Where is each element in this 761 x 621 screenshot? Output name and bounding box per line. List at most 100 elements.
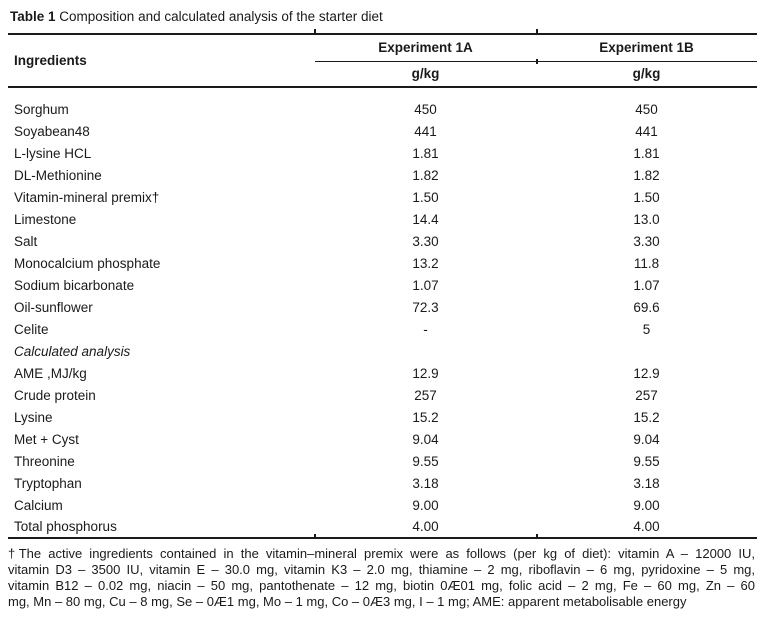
rule-tick — [536, 59, 538, 64]
table-row: AME ,MJ/kg 12.9 12.9 — [8, 362, 757, 384]
value-cell-1b: 5 — [642, 321, 651, 337]
table-row: Calcium 9.00 9.00 — [8, 494, 757, 516]
value-cell-1a: 1.82 — [412, 167, 439, 183]
footnote-line: †The active ingredients contained in the… — [8, 546, 755, 561]
value-cell-1a: 3.18 — [412, 475, 439, 491]
ingredient-cell: Tryptophan — [14, 475, 82, 491]
ingredient-cell: Calcium — [14, 497, 63, 513]
value-cell-1a: 441 — [414, 123, 437, 139]
table-row: Limestone 14.4 13.0 — [8, 208, 757, 230]
table-row: Salt 3.30 3.30 — [8, 230, 757, 252]
table-section-row: Calculated analysis — [8, 340, 757, 362]
value-cell-1a: 450 — [414, 101, 437, 117]
rule-tick — [536, 534, 538, 539]
column-header-ingredients: Ingredients — [14, 53, 87, 68]
value-cell-1a: 257 — [414, 387, 437, 403]
ingredient-cell: AME ,MJ/kg — [14, 365, 87, 381]
value-cell-1b: 1.81 — [633, 145, 660, 161]
value-cell-1a: 9.00 — [412, 497, 439, 513]
ingredient-cell: Crude protein — [14, 387, 96, 403]
ingredient-cell: Sorghum — [14, 101, 69, 117]
rule-tick — [314, 534, 316, 539]
section-label-calculated-analysis: Calculated analysis — [14, 343, 131, 359]
value-cell-1b: 9.55 — [633, 453, 660, 469]
value-cell-1a: 1.81 — [412, 145, 439, 161]
table-row: Vitamin-mineral premix† 1.50 1.50 — [8, 186, 757, 208]
table-row: Monocalcium phosphate 13.2 11.8 — [8, 252, 757, 274]
table-row: Oil-sunflower 72.3 69.6 — [8, 296, 757, 318]
value-cell-1a: 1.07 — [412, 277, 439, 293]
diet-composition-table: Ingredients Experiment 1A Experiment 1B … — [8, 33, 757, 539]
table-row: Celite - 5 — [8, 318, 757, 340]
table-footnote: †The active ingredients contained in the… — [8, 546, 755, 610]
column-header-experiment-1a: Experiment 1A — [315, 34, 536, 62]
ingredient-cell: Threonine — [14, 453, 75, 469]
value-cell-1b: 1.50 — [633, 189, 660, 205]
value-cell-1b: 69.6 — [633, 299, 660, 315]
value-cell-1b: 3.30 — [633, 233, 660, 249]
ingredient-cell: Oil-sunflower — [14, 299, 93, 315]
table-row: Total phosphorus 4.00 4.00 — [8, 516, 757, 538]
table-row: Sodium bicarbonate 1.07 1.07 — [8, 274, 757, 296]
diet-table-wrapper: Ingredients Experiment 1A Experiment 1B … — [8, 29, 757, 539]
value-cell-1b: 15.2 — [633, 409, 660, 425]
value-cell-1a: 15.2 — [412, 409, 439, 425]
rule-tick — [536, 29, 538, 34]
value-cell-1a: 13.2 — [412, 255, 439, 271]
table-header-row-experiments: Ingredients Experiment 1A Experiment 1B — [8, 34, 757, 68]
value-cell-1b: 1.82 — [633, 167, 660, 183]
value-cell-1b: 9.00 — [633, 497, 660, 513]
ingredient-cell: Limestone — [14, 211, 77, 227]
paper-table-page: Table 1 Composition and calculated analy… — [0, 8, 761, 621]
value-cell-1a: 3.30 — [412, 233, 439, 249]
table-row: Lysine 15.2 15.2 — [8, 406, 757, 428]
value-cell-1b: 4.00 — [633, 519, 660, 534]
value-cell-1b: 257 — [635, 387, 658, 403]
table-header-row-units: g/kg g/kg — [8, 61, 757, 86]
unit-header-1b: g/kg — [632, 66, 661, 82]
spacer-row — [8, 87, 757, 98]
value-cell-1b: 450 — [635, 101, 658, 117]
ingredient-cell: Met + Cyst — [14, 431, 79, 447]
value-cell-1b: 3.18 — [633, 475, 660, 491]
table-row: Tryptophan 3.18 3.18 — [8, 472, 757, 494]
value-cell-1b: 12.9 — [633, 365, 660, 381]
table-caption: Table 1 Composition and calculated analy… — [10, 8, 753, 26]
ingredient-cell: Soyabean48 — [14, 123, 90, 139]
table-row: L-lysine HCL 1.81 1.81 — [8, 142, 757, 164]
value-cell-1b: 1.07 — [633, 277, 660, 293]
table-row: Sorghum 450 450 — [8, 98, 757, 120]
value-cell-1a: 9.04 — [412, 431, 439, 447]
ingredient-cell: Celite — [14, 321, 49, 337]
value-cell-1b: 11.8 — [633, 255, 660, 271]
value-cell-1a: 14.4 — [412, 211, 439, 227]
table-caption-number: Table 1 — [10, 9, 56, 24]
value-cell-1b: 441 — [635, 123, 658, 139]
column-header-experiment-1b: Experiment 1B — [536, 34, 757, 62]
ingredient-cell: Vitamin-mineral premix† — [14, 189, 160, 205]
value-cell-1a: 72.3 — [412, 299, 439, 315]
ingredient-cell: Sodium bicarbonate — [14, 277, 135, 293]
value-cell-1a — [315, 340, 536, 362]
value-cell-1b: 13.0 — [633, 211, 660, 227]
footnote-line: vitamin D3 – 3500 IU, vitamin E – 30.0 m… — [8, 562, 755, 577]
unit-header-1a: g/kg — [411, 66, 440, 82]
ingredient-cell: L-lysine HCL — [14, 145, 92, 161]
table-row: Soyabean48 441 441 — [8, 120, 757, 142]
value-cell-1a: 12.9 — [412, 365, 439, 381]
value-cell-1a: 4.00 — [412, 519, 439, 534]
table-row: DL-Methionine 1.82 1.82 — [8, 164, 757, 186]
footnote-line: mg, Mn – 80 mg, Cu – 8 mg, Se – 0Æ1 mg, … — [8, 594, 687, 609]
value-cell-1a: - — [423, 321, 428, 337]
table-row: Threonine 9.55 9.55 — [8, 450, 757, 472]
ingredient-cell: DL-Methionine — [14, 167, 102, 183]
ingredient-cell: Salt — [14, 233, 38, 249]
value-cell-1b — [536, 340, 757, 362]
value-cell-1a: 9.55 — [412, 453, 439, 469]
footnote-line: vitamin B12 – 0.02 mg, niacin – 50 mg, p… — [8, 578, 755, 593]
table-caption-text: Composition and calculated analysis of t… — [55, 9, 383, 24]
table-row: Met + Cyst 9.04 9.04 — [8, 428, 757, 450]
ingredient-cell: Lysine — [14, 409, 53, 425]
rule-tick — [314, 29, 316, 34]
ingredient-cell: Monocalcium phosphate — [14, 255, 161, 271]
